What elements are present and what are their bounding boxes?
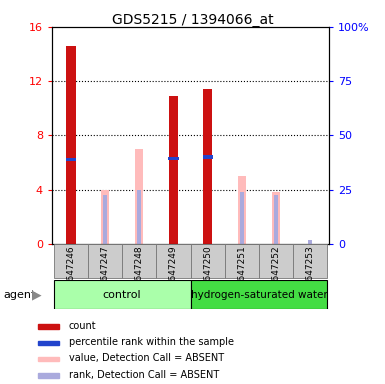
Text: GSM647247: GSM647247	[100, 246, 109, 300]
Bar	[272, 192, 280, 244]
Bar	[240, 192, 244, 244]
Text: count: count	[69, 321, 97, 331]
Text: GSM647248: GSM647248	[135, 246, 144, 300]
Bar	[169, 96, 178, 244]
Bar	[38, 357, 59, 361]
Text: GSM647253: GSM647253	[306, 246, 315, 300]
Bar	[136, 149, 143, 244]
Text: hydrogen-saturated water: hydrogen-saturated water	[191, 290, 327, 300]
Text: agent: agent	[4, 290, 36, 300]
Text: GSM647246: GSM647246	[66, 246, 75, 300]
FancyBboxPatch shape	[191, 280, 328, 309]
Bar	[203, 156, 213, 159]
FancyBboxPatch shape	[88, 244, 122, 278]
FancyBboxPatch shape	[259, 244, 293, 278]
Bar	[38, 324, 59, 329]
FancyBboxPatch shape	[225, 244, 259, 278]
Bar	[137, 190, 141, 244]
Text: percentile rank within the sample: percentile rank within the sample	[69, 337, 234, 347]
Text: rank, Detection Call = ABSENT: rank, Detection Call = ABSENT	[69, 370, 219, 380]
Text: GSM647250: GSM647250	[203, 246, 212, 300]
Text: GDS5215 / 1394066_at: GDS5215 / 1394066_at	[112, 13, 273, 27]
FancyBboxPatch shape	[54, 280, 191, 309]
Text: control: control	[103, 290, 141, 300]
Text: GSM647251: GSM647251	[238, 246, 246, 300]
Bar	[308, 240, 312, 244]
Bar	[168, 157, 179, 160]
Bar	[66, 46, 75, 244]
Bar	[203, 89, 213, 244]
Bar	[38, 373, 59, 377]
FancyBboxPatch shape	[191, 244, 225, 278]
Bar	[238, 176, 246, 244]
Bar	[101, 190, 109, 244]
Text: GSM647252: GSM647252	[272, 246, 281, 300]
Text: value, Detection Call = ABSENT: value, Detection Call = ABSENT	[69, 353, 224, 363]
Text: ▶: ▶	[32, 288, 42, 301]
FancyBboxPatch shape	[122, 244, 156, 278]
Bar	[274, 195, 278, 244]
Bar	[103, 195, 107, 244]
FancyBboxPatch shape	[156, 244, 191, 278]
Bar	[66, 158, 76, 161]
Text: GSM647249: GSM647249	[169, 246, 178, 300]
Bar	[38, 341, 59, 345]
FancyBboxPatch shape	[293, 244, 328, 278]
FancyBboxPatch shape	[54, 244, 88, 278]
